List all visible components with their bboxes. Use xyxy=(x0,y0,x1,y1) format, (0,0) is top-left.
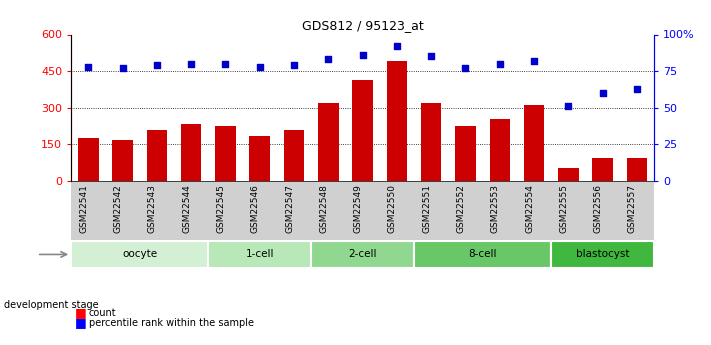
Text: GSM22550: GSM22550 xyxy=(388,184,397,233)
Bar xyxy=(215,126,236,181)
Point xyxy=(357,52,368,58)
Text: count: count xyxy=(89,308,117,318)
Point xyxy=(597,90,609,96)
Text: GSM22546: GSM22546 xyxy=(251,184,260,233)
Point xyxy=(254,64,265,70)
Bar xyxy=(284,130,304,181)
Bar xyxy=(146,130,167,181)
Bar xyxy=(353,80,373,181)
Text: 2-cell: 2-cell xyxy=(348,249,377,259)
Text: GSM22547: GSM22547 xyxy=(285,184,294,233)
Bar xyxy=(455,126,476,181)
Point xyxy=(391,43,402,49)
Bar xyxy=(311,241,414,268)
Bar xyxy=(208,241,311,268)
Text: development stage: development stage xyxy=(4,300,98,310)
Point xyxy=(460,66,471,71)
Text: GSM22557: GSM22557 xyxy=(628,184,637,233)
Bar xyxy=(489,119,510,181)
Text: GSM22544: GSM22544 xyxy=(182,184,191,233)
Text: GSM22554: GSM22554 xyxy=(525,184,534,233)
Text: ■: ■ xyxy=(75,316,87,329)
Text: blastocyst: blastocyst xyxy=(576,249,629,259)
Bar xyxy=(71,241,208,268)
Point xyxy=(562,104,574,109)
Bar xyxy=(78,138,99,181)
Text: GSM22552: GSM22552 xyxy=(456,184,466,233)
Point xyxy=(631,86,643,91)
Bar xyxy=(551,241,654,268)
Text: percentile rank within the sample: percentile rank within the sample xyxy=(89,318,254,328)
Bar xyxy=(524,105,545,181)
Text: GSM22545: GSM22545 xyxy=(216,184,225,233)
Text: 8-cell: 8-cell xyxy=(469,249,497,259)
Point xyxy=(494,61,506,67)
Bar xyxy=(592,158,613,181)
Text: GSM22551: GSM22551 xyxy=(422,184,431,233)
Bar xyxy=(387,61,407,181)
Text: GSM22542: GSM22542 xyxy=(114,184,122,233)
Bar xyxy=(414,241,551,268)
Text: ■: ■ xyxy=(75,306,87,319)
Bar xyxy=(181,124,201,181)
Bar xyxy=(112,140,133,181)
Text: GSM22556: GSM22556 xyxy=(594,184,603,233)
Text: GSM22541: GSM22541 xyxy=(79,184,88,233)
Point xyxy=(425,54,437,59)
Bar xyxy=(318,103,338,181)
Bar xyxy=(421,103,442,181)
Bar xyxy=(626,158,647,181)
Text: GSM22549: GSM22549 xyxy=(353,184,363,233)
Bar xyxy=(558,168,579,181)
Point xyxy=(117,66,128,71)
Point xyxy=(220,61,231,67)
Point xyxy=(289,62,300,68)
Text: GSM22555: GSM22555 xyxy=(560,184,568,233)
Text: 1-cell: 1-cell xyxy=(245,249,274,259)
Text: GSM22548: GSM22548 xyxy=(319,184,328,233)
Point xyxy=(323,57,334,62)
Text: GSM22543: GSM22543 xyxy=(148,184,157,233)
Text: GSM22553: GSM22553 xyxy=(491,184,500,233)
Point xyxy=(186,61,197,67)
Point xyxy=(82,64,94,70)
Point xyxy=(151,62,163,68)
Title: GDS812 / 95123_at: GDS812 / 95123_at xyxy=(301,19,424,32)
Text: oocyte: oocyte xyxy=(122,249,157,259)
Bar xyxy=(250,136,270,181)
Point xyxy=(528,58,540,63)
